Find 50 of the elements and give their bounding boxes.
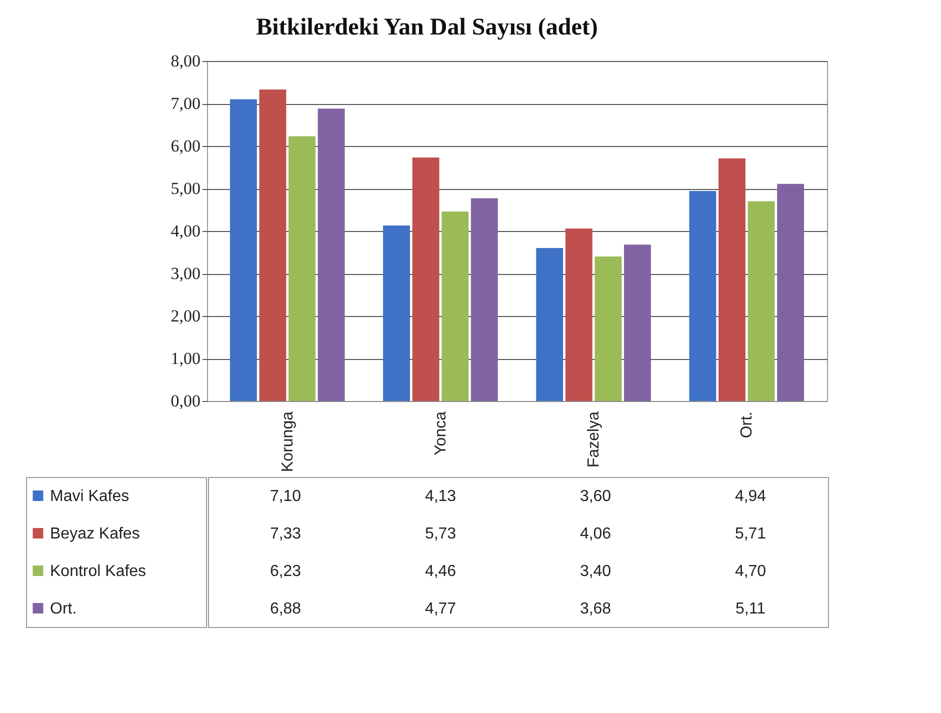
bar	[748, 201, 775, 401]
bar	[594, 256, 622, 401]
y-tick-label: 6,00	[170, 136, 200, 156]
bar	[318, 108, 345, 401]
x-tick-label: Korunga	[279, 411, 296, 472]
data-label: 6,88	[270, 600, 302, 618]
bar	[624, 244, 651, 401]
legend-label: Ort.	[50, 600, 77, 618]
bar	[259, 89, 286, 401]
y-tick-label: 3,00	[170, 264, 200, 283]
bar	[689, 191, 716, 401]
bar	[536, 248, 564, 401]
legend-label: Mavi Kafes	[50, 488, 130, 505]
bar	[442, 211, 469, 401]
data-label: 7,33	[270, 525, 302, 542]
y-tick-label: 5,00	[170, 179, 200, 198]
bar	[230, 99, 257, 401]
data-label: 3,68	[580, 600, 612, 618]
data-label: 5,11	[736, 600, 766, 618]
data-label: 5,73	[424, 525, 456, 542]
x-tick-label: Ort.	[738, 412, 756, 438]
bar	[383, 225, 410, 401]
data-label: 4,70	[734, 562, 766, 580]
y-tick-label: 2,00	[170, 306, 200, 326]
y-tick-label: 0,00	[170, 392, 200, 410]
bar	[777, 184, 804, 401]
data-label: 5,71	[734, 525, 766, 542]
y-tick-label: 4,00	[170, 222, 200, 240]
chart-title: Bitkilerdeki Yan Dal Sayısı (adet)	[256, 14, 598, 40]
data-label: 4,94	[734, 488, 766, 505]
legend-label: Kontrol Kafes	[50, 562, 146, 580]
data-label: 3,40	[580, 562, 612, 580]
x-tick-label: Fazelya	[586, 411, 603, 468]
legend-label: Beyaz Kafes	[50, 525, 140, 542]
y-tick-label: 1,00	[170, 349, 200, 368]
y-tick-label: 7,00	[170, 94, 200, 113]
bar	[470, 198, 498, 401]
data-label: 6,23	[270, 562, 302, 580]
data-label: 4,13	[424, 488, 456, 505]
bar	[718, 158, 746, 401]
bar	[412, 157, 440, 401]
y-tick-label: 8,00	[170, 52, 200, 70]
bar	[288, 136, 316, 401]
bar	[565, 228, 592, 401]
x-tick-label: Yonca	[432, 411, 450, 456]
data-label: 4,46	[424, 562, 456, 580]
data-label: 3,60	[580, 488, 612, 505]
data-label: 4,06	[580, 525, 612, 542]
data-label: 7,10	[270, 488, 302, 505]
data-label: 4,77	[424, 600, 456, 618]
